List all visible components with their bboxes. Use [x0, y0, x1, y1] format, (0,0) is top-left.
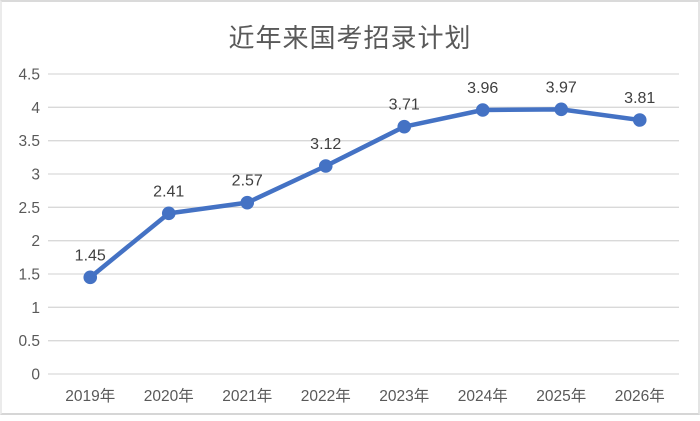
y-tick-label: 2 [31, 233, 40, 250]
data-point [632, 113, 647, 127]
x-tick-label: 2023年 [379, 387, 429, 405]
data-point [397, 119, 412, 134]
data-point [554, 102, 569, 117]
y-tick-label: 1 [31, 300, 40, 317]
data-point [240, 195, 255, 210]
y-tick-label: 0 [31, 367, 40, 384]
data-point [475, 103, 490, 117]
data-label: 2.41 [153, 183, 184, 200]
y-tick-label: 3 [31, 167, 40, 184]
y-tick-label: 2.5 [18, 200, 40, 217]
x-tick-label: 2024年 [458, 387, 508, 405]
data-point [161, 206, 176, 221]
y-tick-label: 3.5 [18, 133, 40, 150]
x-tick-label: 2020年 [144, 387, 194, 405]
data-label: 3.96 [467, 80, 498, 97]
data-label: 3.81 [624, 90, 655, 107]
data-point [83, 270, 98, 285]
y-tick-label: 4 [31, 100, 40, 117]
data-point [318, 159, 333, 173]
x-tick-label: 2021年 [222, 387, 272, 405]
data-label: 3.71 [389, 97, 420, 114]
y-tick-label: 0.5 [18, 333, 40, 350]
data-label: 1.45 [75, 247, 106, 264]
data-label: 3.12 [310, 136, 341, 153]
x-tick-label: 2026年 [615, 387, 665, 405]
trend-line [88, 107, 642, 280]
y-tick-label: 4.5 [18, 67, 40, 84]
x-tick-label: 2019年 [65, 387, 115, 405]
x-tick-label: 2025年 [536, 387, 586, 405]
x-tick-label: 2022年 [301, 387, 351, 405]
y-tick-label: 1.5 [18, 267, 40, 284]
data-label: 2.57 [232, 173, 263, 190]
chart-title: 近年来国考招录计划 [228, 23, 472, 53]
data-label: 3.97 [546, 79, 577, 96]
